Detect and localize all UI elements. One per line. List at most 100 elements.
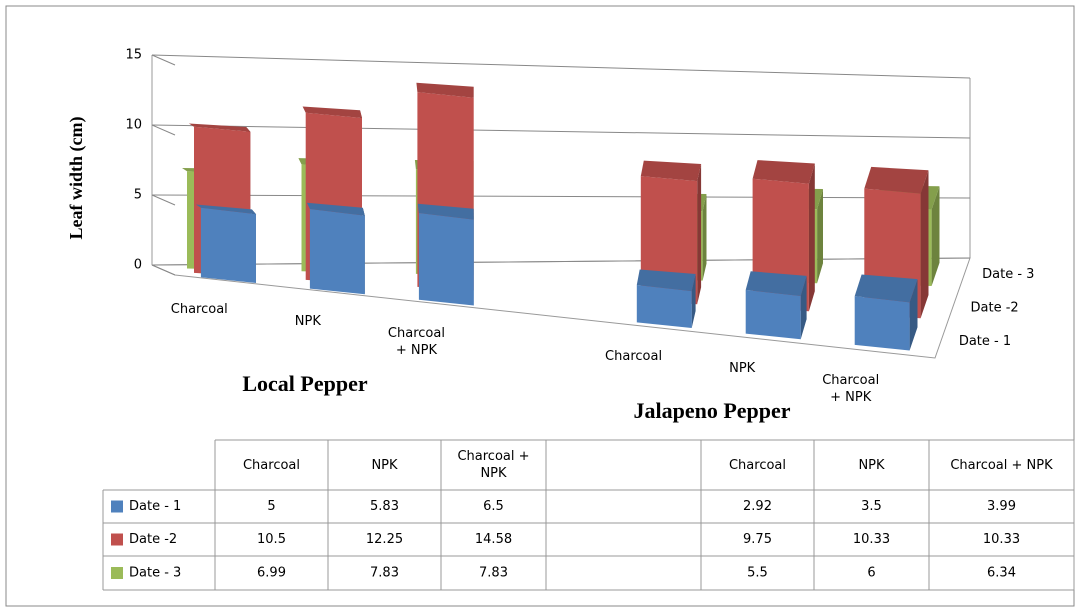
bar-side: [697, 164, 702, 305]
group-label: Local Pepper: [242, 371, 367, 396]
y-tick-label: 10: [125, 118, 142, 133]
bar-side: [931, 186, 940, 286]
x-tick-label: NPK: [294, 313, 321, 329]
grid-line: [151, 194, 971, 199]
depth-label: Date -2: [971, 301, 1019, 316]
table-cell: 7.83: [479, 566, 508, 581]
bar-side: [920, 170, 929, 319]
table-header: Charcoal + NPK: [950, 457, 1053, 473]
x-tick-label: Charcoal: [605, 349, 663, 365]
grid-line: [151, 264, 176, 276]
grid-line: [151, 54, 971, 79]
table-header-box: NPK: [858, 457, 885, 473]
x-tick-label: NPK: [729, 361, 756, 377]
table-header-box: NPK: [371, 457, 398, 473]
bar-front: [636, 285, 692, 328]
table-cell: 3.99: [987, 499, 1016, 514]
bar: [745, 271, 807, 340]
bar-front: [854, 296, 910, 351]
bar: [854, 274, 918, 351]
bar-top: [195, 204, 256, 215]
depth-label: Date - 1: [959, 334, 1011, 349]
bar-top: [188, 123, 251, 132]
bar-side: [808, 163, 815, 312]
table-cell: 3.5: [861, 499, 882, 514]
table-cell: 10.5: [257, 532, 286, 547]
x-tick-label-box: Charcoal: [170, 301, 228, 317]
grid-line: [151, 54, 176, 66]
bar-side: [817, 189, 823, 284]
bar: [306, 202, 365, 295]
table-cell: 10.33: [853, 532, 890, 547]
table-cell: 9.75: [743, 532, 772, 547]
y-axis-label: Leaf width (cm): [66, 117, 87, 240]
bar-side: [909, 279, 918, 351]
x-tick-label: Charcoal + NPK: [822, 373, 880, 406]
y-tick-label: 0: [134, 258, 142, 273]
bar-front: [745, 289, 801, 340]
table-cell: 5.5: [747, 566, 768, 581]
bar-front: [200, 207, 256, 283]
table-cell: 14.58: [475, 532, 512, 547]
x-tick-label-box: NPK: [294, 313, 321, 329]
legend-label: Date - 3: [129, 566, 181, 581]
bar-top: [302, 106, 362, 118]
table-header: Charcoal + NPK: [457, 449, 530, 481]
table-cell: 5.83: [370, 499, 399, 514]
grid-line: [151, 257, 971, 266]
bar-side: [702, 194, 707, 281]
legend-label: Date - 1: [129, 499, 181, 514]
table-cell: 10.33: [983, 532, 1020, 547]
bar-front: [418, 213, 474, 306]
grid-line: [151, 194, 176, 206]
table-header: NPK: [371, 457, 398, 473]
table-cell: 6.5: [483, 499, 504, 514]
bar: [195, 204, 256, 283]
depth-label: Date - 3: [982, 267, 1034, 282]
bar-top: [416, 82, 474, 98]
legend-swatch: [111, 533, 123, 546]
grid-line: [151, 124, 176, 136]
bar-top: [417, 203, 474, 220]
table-cell: 2.92: [743, 499, 772, 514]
bar-top: [854, 274, 918, 303]
group-label: Jalapeno Pepper: [633, 398, 790, 423]
x-tick-label-box: Charcoal + NPK: [822, 373, 880, 406]
x-tick-label-box: Charcoal: [605, 349, 663, 365]
x-tick-label: Charcoal + NPK: [387, 325, 445, 358]
bar-side: [800, 275, 807, 340]
bar-top: [745, 271, 807, 296]
grid-line: [151, 124, 971, 139]
x-tick-label-box: Charcoal + NPK: [387, 325, 445, 358]
table-cell: 6.99: [257, 566, 286, 581]
bar-front: [309, 209, 365, 295]
table-cell: 5: [267, 499, 275, 514]
bar-side: [691, 274, 696, 328]
bar-top: [752, 160, 815, 184]
table-header-box: Charcoal + NPK: [457, 449, 530, 481]
legend-swatch: [111, 500, 123, 513]
table-cell: 6: [867, 566, 875, 581]
bar-top: [864, 166, 929, 194]
y-tick-label: 5: [134, 188, 142, 203]
table-header: NPK: [858, 457, 885, 473]
x-tick-label-box: NPK: [729, 361, 756, 377]
table-header: Charcoal: [728, 457, 787, 473]
bar-top: [640, 160, 702, 182]
table-header: Charcoal: [242, 457, 301, 473]
table-header-box: Charcoal: [728, 457, 787, 473]
x-tick-label: Charcoal: [170, 301, 228, 317]
bar-top: [636, 269, 696, 292]
bar: [636, 269, 696, 328]
y-tick-label: 15: [125, 48, 142, 63]
table-header-box: Charcoal + NPK: [950, 457, 1053, 473]
table-cell: 7.83: [370, 566, 399, 581]
bar-top: [306, 202, 365, 216]
bar: [417, 203, 474, 306]
table-cell: 12.25: [366, 532, 403, 547]
table-header-box: Charcoal: [242, 457, 301, 473]
legend-swatch: [111, 567, 123, 579]
table-cell: 6.34: [987, 566, 1016, 581]
legend-label: Date -2: [129, 532, 177, 547]
